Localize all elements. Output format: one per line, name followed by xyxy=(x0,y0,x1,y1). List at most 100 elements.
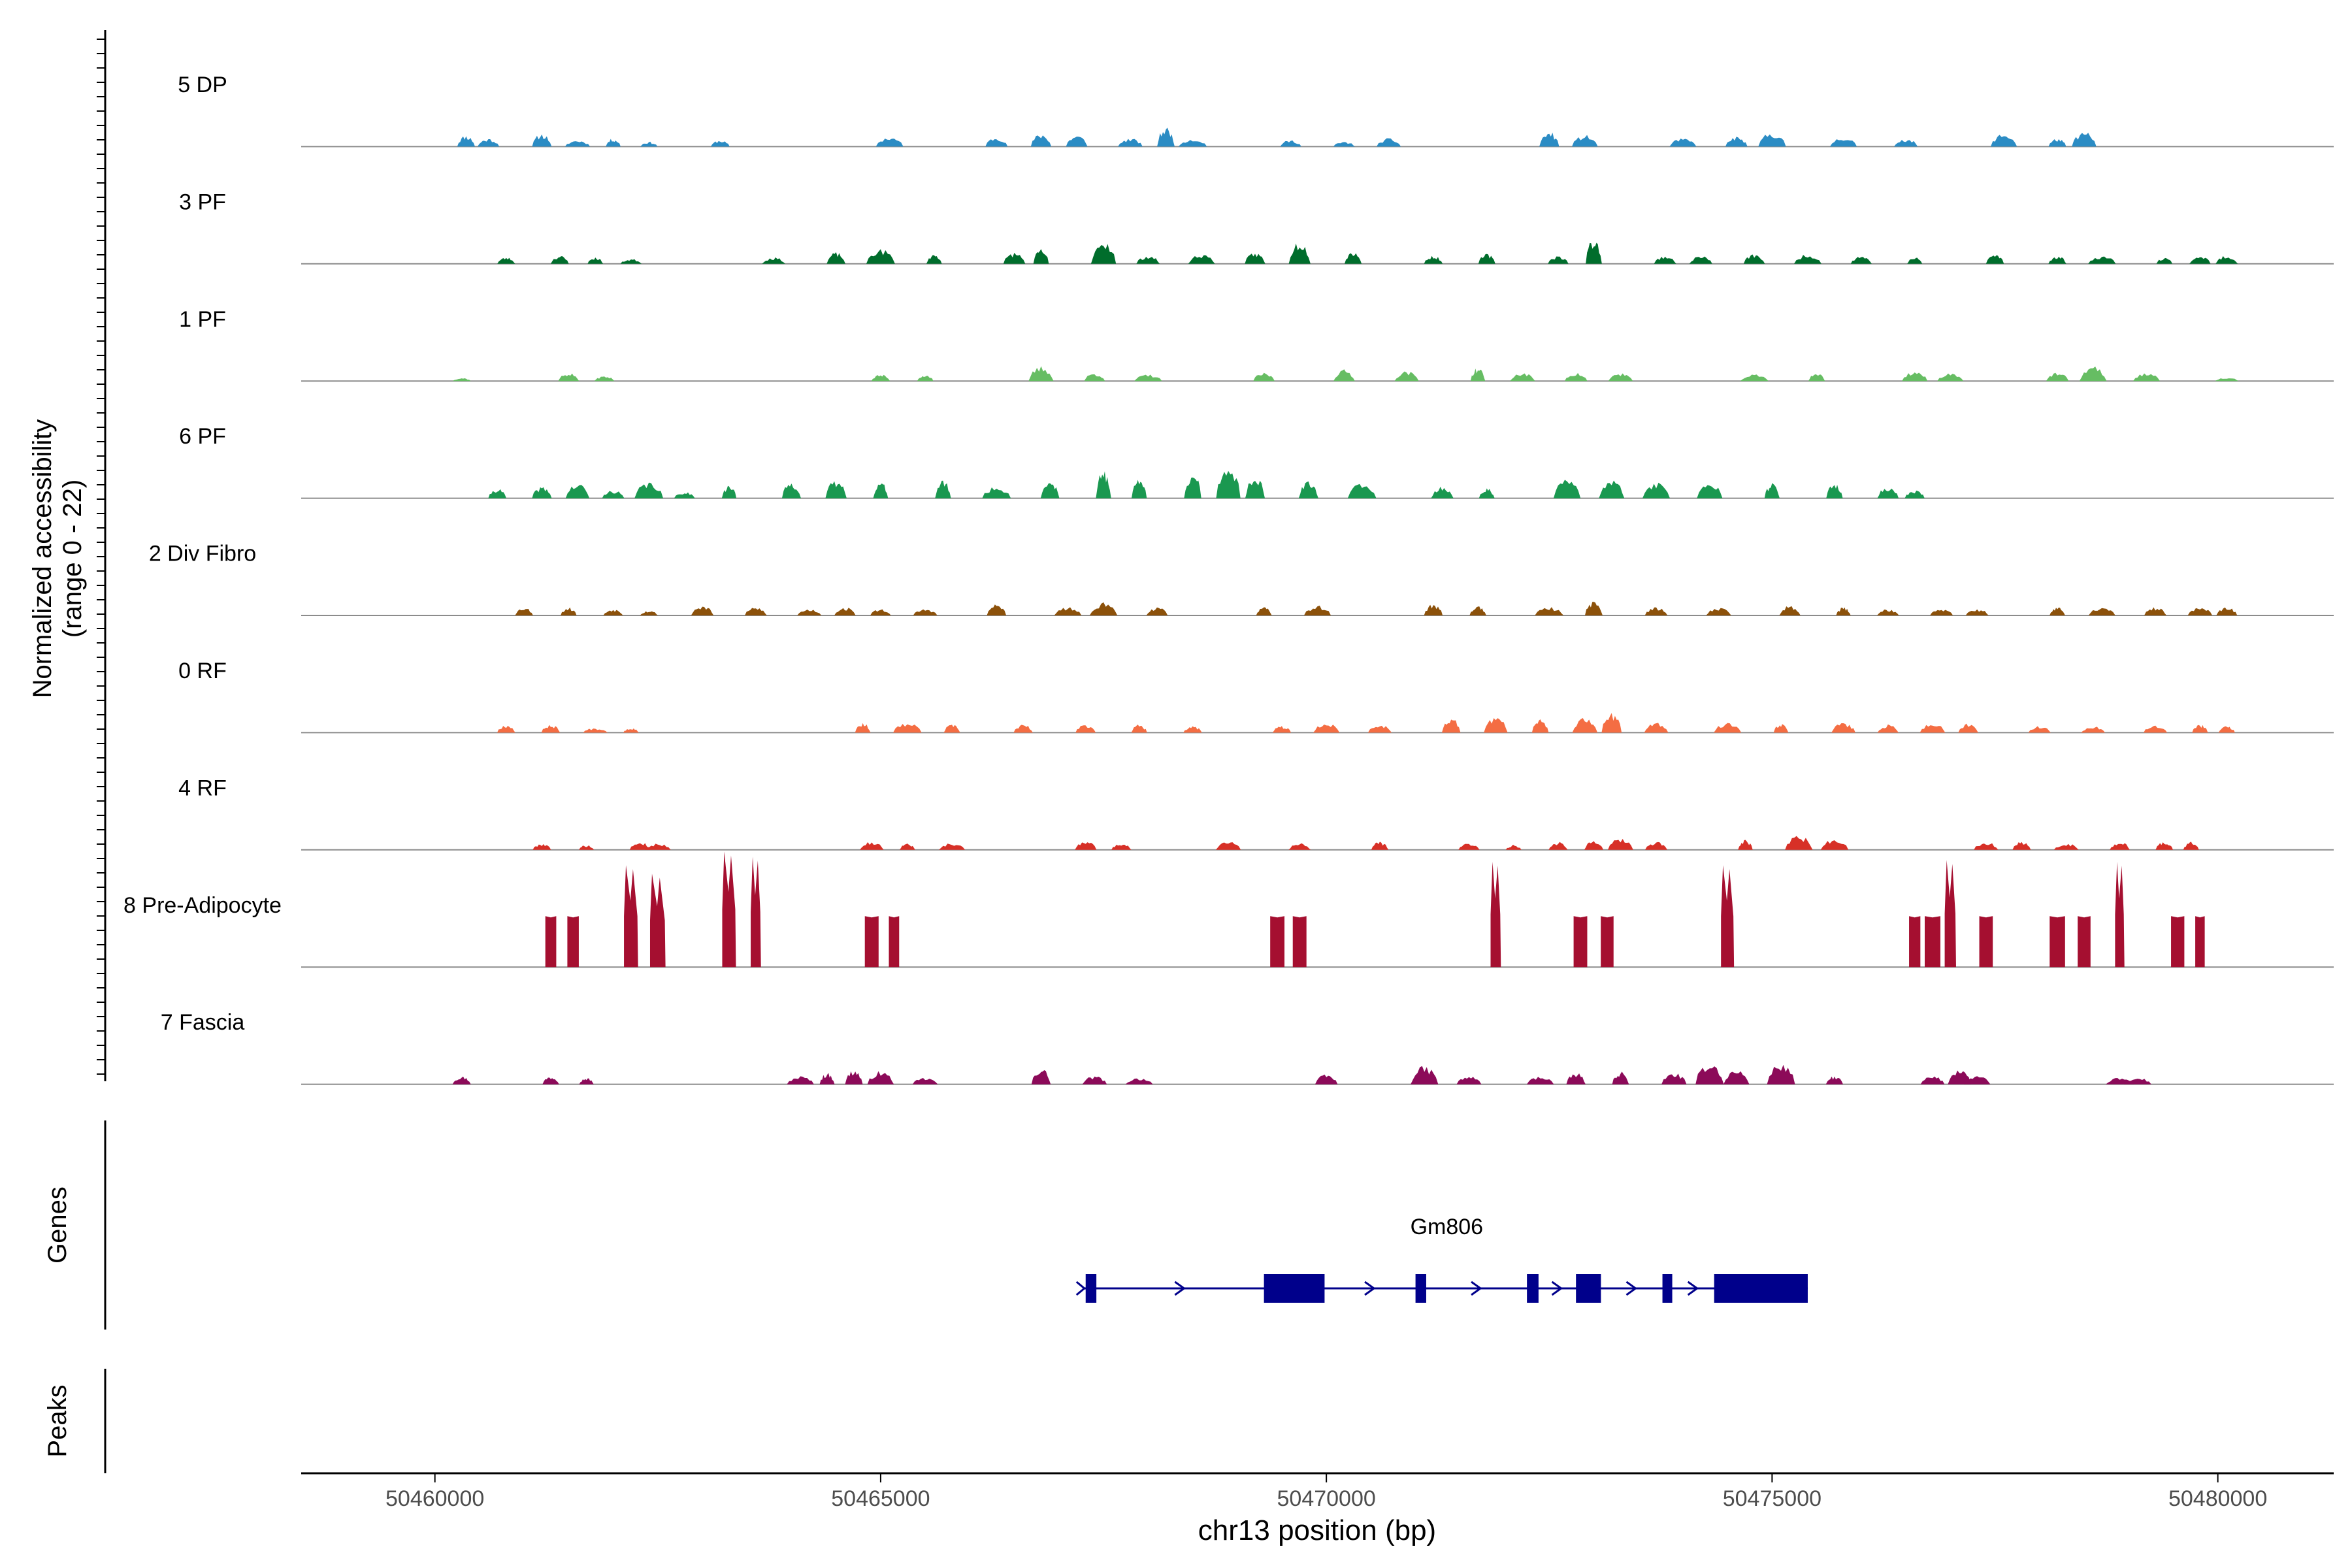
coverage-peak xyxy=(1215,842,1241,850)
coverage-peak xyxy=(2046,372,2069,382)
coverage-peak xyxy=(1644,607,1668,615)
coverage-peak xyxy=(561,607,577,615)
coverage-peak xyxy=(2081,727,2106,733)
coverage-peak xyxy=(1893,140,1918,147)
coverage-y-ticks xyxy=(97,39,105,1075)
coverage-peak xyxy=(1877,724,1899,733)
coverage-peak xyxy=(1836,607,1851,615)
coverage-peak xyxy=(825,481,847,498)
coverage-peak xyxy=(1089,602,1118,615)
coverage-peak xyxy=(587,257,604,264)
coverage-peak xyxy=(1985,255,2004,264)
coverage-peak xyxy=(564,141,591,147)
coverage-peak xyxy=(1930,610,1953,615)
coverage-peak xyxy=(873,483,889,498)
coverage-peak xyxy=(1484,718,1508,733)
coverage-peak xyxy=(2028,726,2051,733)
coverage-peak xyxy=(2048,139,2066,147)
coverage-peak xyxy=(875,139,904,147)
coverage-peak xyxy=(457,136,476,147)
coverage-peak xyxy=(1054,607,1082,615)
coverage-peak xyxy=(1272,726,1292,733)
strand-arrow xyxy=(1075,1281,1086,1296)
coverage-peak xyxy=(781,483,801,498)
coverage-peak xyxy=(579,1078,594,1085)
coverage-peak xyxy=(634,482,664,498)
coverage-peak xyxy=(542,1077,559,1085)
coverage-peak xyxy=(855,723,871,733)
track-label: 7 Fascia xyxy=(161,1010,245,1035)
track-label: 0 RF xyxy=(178,659,227,683)
coverage-peak xyxy=(2050,607,2065,615)
coverage-peak xyxy=(1654,256,1676,264)
coverage-peak xyxy=(1033,249,1049,264)
coverage-peak xyxy=(644,843,671,850)
coverage-peak xyxy=(1697,485,1723,498)
coverage-peak xyxy=(1601,713,1622,733)
coverage-peak xyxy=(1904,490,1925,498)
gene-exon xyxy=(1576,1274,1601,1303)
coverage-peak xyxy=(1877,488,1899,498)
coverage-peak xyxy=(1738,840,1753,850)
coverage-peak xyxy=(1553,480,1581,498)
coverage-peak xyxy=(1612,1071,1629,1085)
coverage-peak xyxy=(751,857,761,968)
coverage-peak xyxy=(1794,255,1821,264)
coverage-peak xyxy=(1740,374,1769,382)
coverage-peak xyxy=(1669,139,1697,147)
coverage-peak xyxy=(2155,842,2174,850)
coverage-peak xyxy=(620,259,642,264)
gene-model: Gm806 xyxy=(1075,1215,1808,1303)
coverage-peak xyxy=(623,728,639,733)
coverage-peak xyxy=(2215,255,2238,264)
coverage-peak xyxy=(1146,607,1168,615)
coverage-peak xyxy=(594,376,615,382)
coverage-peak xyxy=(1298,481,1318,498)
coverage-peak xyxy=(987,604,1007,615)
coverage-peak xyxy=(1965,609,1989,615)
y-axis-label-line2: (range 0 - 22) xyxy=(58,480,87,638)
coverage-peak xyxy=(1725,137,1748,147)
coverage-peak xyxy=(1469,606,1486,615)
coverage-peak xyxy=(1779,606,1801,615)
coverage-peak xyxy=(1441,719,1461,733)
coverage-peak xyxy=(1721,865,1735,968)
coverage-peak xyxy=(2115,862,2125,968)
coverage-peak xyxy=(1909,916,1921,968)
strand-arrow xyxy=(1625,1281,1638,1296)
coverage-peak xyxy=(982,487,1011,498)
coverage-peak xyxy=(1245,253,1266,264)
coverage-peak xyxy=(1470,368,1486,382)
coverage-peak xyxy=(550,256,569,264)
coverage-peak xyxy=(541,725,561,733)
coverage-peak xyxy=(2195,916,2205,968)
x-axis-ticks: 50460000 50465000 50470000 50475000 50480000 xyxy=(385,1473,2267,1511)
x-axis-label: chr13 position (bp) xyxy=(1198,1514,1436,1546)
coverage-peak xyxy=(1850,257,1872,264)
coverage-peak xyxy=(834,608,856,615)
coverage-peak xyxy=(1478,253,1495,264)
coverage-peak xyxy=(2110,843,2130,850)
coverage-peak xyxy=(892,724,922,733)
coverage-peak xyxy=(1280,140,1301,147)
gene-exon xyxy=(1714,1274,1808,1303)
strand-arrow xyxy=(1174,1281,1186,1296)
genes-panel-label: Genes xyxy=(43,1186,72,1264)
coverage-peak xyxy=(744,608,767,615)
coverage-peak xyxy=(1831,723,1855,733)
coverage-peak xyxy=(1183,726,1202,733)
x-tick-label: 50480000 xyxy=(2168,1486,2267,1511)
coverage-peak xyxy=(1256,607,1272,615)
coverage-peak xyxy=(2144,607,2167,615)
coverage-peak xyxy=(1245,480,1266,498)
coverage-peak xyxy=(1974,843,1999,850)
strand-arrow xyxy=(1551,1281,1563,1296)
coverage-peak xyxy=(691,606,714,615)
coverage-peak xyxy=(624,865,638,968)
coverage-peak xyxy=(1431,486,1454,498)
coverage-peak xyxy=(1695,1066,1724,1085)
coverage-peak xyxy=(1013,725,1034,733)
gene-exon xyxy=(1085,1274,1097,1303)
track-label: 1 PF xyxy=(179,307,226,332)
coverage-peak xyxy=(1531,719,1549,733)
